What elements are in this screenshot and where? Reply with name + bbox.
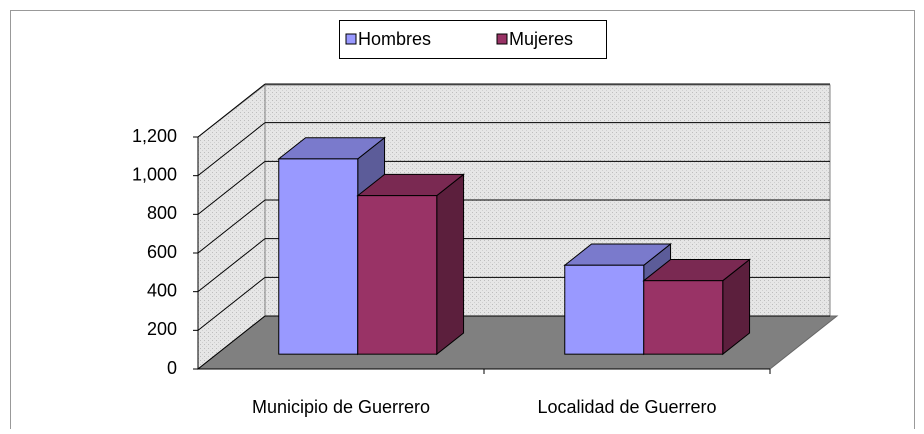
y-tick-label: 600: [147, 242, 177, 262]
grid-line: [197, 238, 266, 293]
legend-swatch: [345, 33, 357, 45]
bar: [357, 195, 438, 355]
x-tick-label: Localidad de Guerrero: [537, 397, 716, 417]
plot: [197, 83, 830, 370]
bar: [564, 264, 645, 355]
legend-label: Mujeres: [509, 29, 573, 49]
y-tick-label: 400: [147, 280, 177, 300]
legend-label: Hombres: [358, 29, 431, 49]
y-tick-label: 200: [147, 319, 177, 339]
grid-line: [197, 83, 266, 138]
y-tick-label: 1,200: [132, 126, 177, 146]
legend-swatch: [496, 33, 508, 45]
y-tick-label: 1,000: [132, 164, 177, 184]
grid-line: [197, 122, 266, 177]
grid-line: [197, 160, 266, 215]
bar: [278, 158, 359, 355]
x-tick-label: Municipio de Guerrero: [252, 397, 430, 417]
grid-line: [197, 315, 266, 370]
grid-line: [197, 276, 266, 331]
bar-side: [436, 173, 465, 356]
grid-line: [197, 199, 266, 254]
y-tick-label: 800: [147, 203, 177, 223]
y-tick-label: 0: [167, 358, 177, 378]
legend: [339, 20, 607, 59]
bar: [643, 280, 724, 355]
frame: [10, 10, 915, 434]
